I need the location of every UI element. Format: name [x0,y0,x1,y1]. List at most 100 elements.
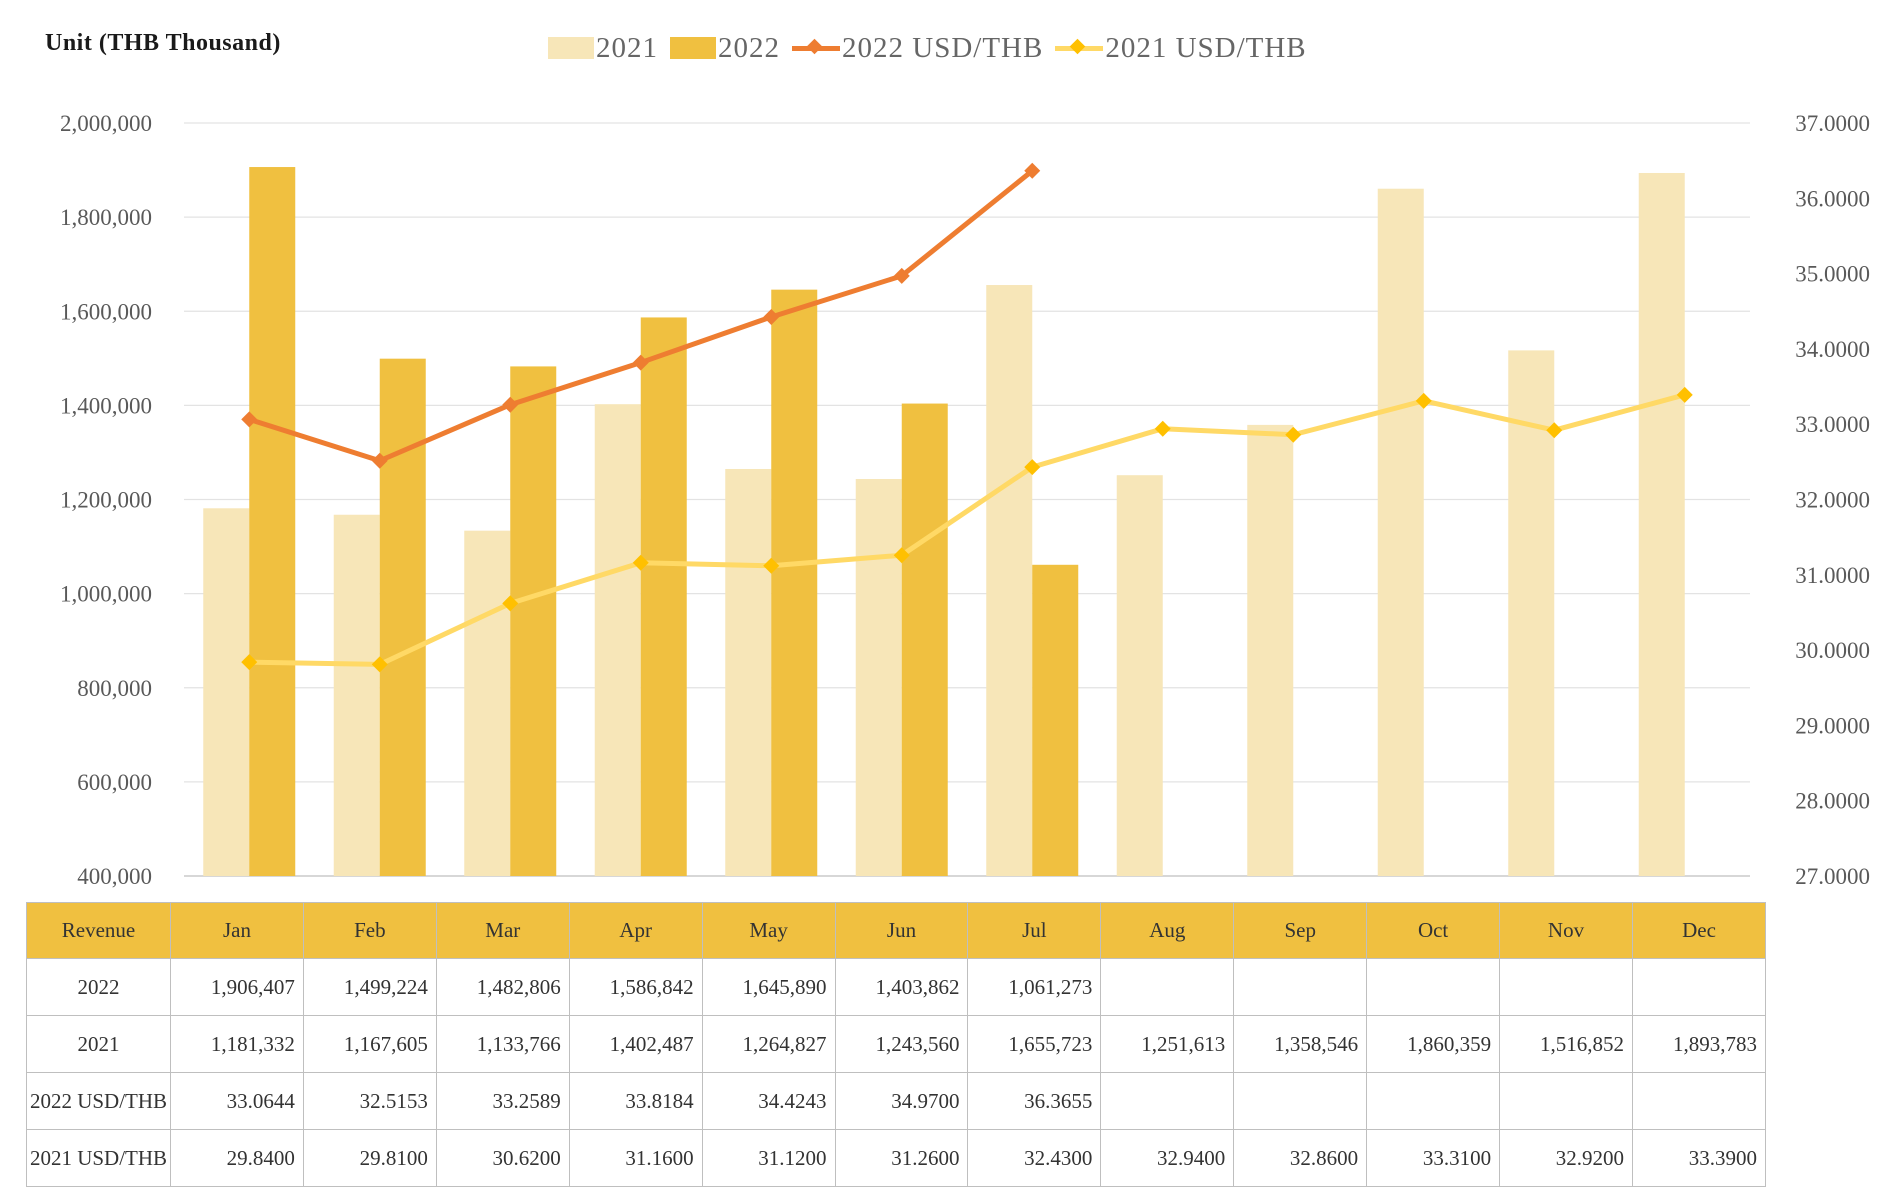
table-cell: 33.3100 [1366,1129,1501,1187]
table-cell: 1,645,890 [701,958,836,1016]
y-right-tick-label: 37.0000 [1795,111,1870,136]
bar-2021 [1247,424,1294,876]
point-2021-usd-thb [1154,420,1171,437]
revenue-chart: 400,000 600,000 800,000 1,000,000 1,200,000 1… [60,111,1870,889]
table-cell: 31.1600 [568,1129,703,1187]
point-2021-usd-thb [371,656,388,673]
table-cell [1233,958,1368,1016]
y-right-tick-label: 35.0000 [1795,262,1870,287]
point-2022-usd-thb [1024,162,1041,179]
bar-2022 [640,317,687,876]
bar-2022 [901,403,948,876]
point-2021-usd-thb [1415,392,1432,409]
table-cell: 33.2589 [435,1072,570,1130]
bar-2021 [855,478,902,876]
table-cell [1366,958,1501,1016]
legend-item-2022-usd-thb: 2022 USD/THB [792,32,1043,65]
y-right-tick-label: 27.0000 [1795,864,1870,889]
y-left-tick-label: 600,000 [77,770,152,795]
table-header-month: Feb [302,902,437,959]
table-cell [1631,1072,1767,1130]
bar-2021 [1638,172,1685,876]
y-left-tick-label: 1,200,000 [60,488,152,513]
y-right-tick-label: 31.0000 [1795,563,1870,588]
legend-swatch-2022 [670,37,716,59]
table-cell: 31.1200 [701,1129,836,1187]
table-cell [1499,958,1633,1016]
table-cell: 1,402,487 [568,1015,703,1073]
table-cell: 33.0644 [170,1072,304,1130]
table-cell: 31.2600 [834,1129,969,1187]
table-cell: 1,516,852 [1499,1015,1633,1073]
bar-2021 [725,468,772,876]
bar-2022 [249,167,296,876]
table-header-month: Nov [1499,902,1633,959]
table-cell: 32.5153 [302,1072,437,1130]
table-header-month: Dec [1631,902,1767,959]
bar-2022 [1032,564,1079,876]
table-cell [1100,1072,1235,1130]
table-cell: 36.3655 [967,1072,1102,1130]
point-2022-usd-thb [893,267,910,284]
y-left-tick-label: 1,800,000 [60,205,152,230]
table-header-month: Aug [1100,902,1235,959]
legend-label-2021: 2021 [596,31,658,64]
table-cell: 32.8600 [1233,1129,1368,1187]
table-header-month: Oct [1366,902,1501,959]
y-left-tick-label: 400,000 [77,864,152,889]
table-cell: 1,251,613 [1100,1015,1235,1073]
table-cell: 1,264,827 [701,1015,836,1073]
table-header-month: Jun [834,902,969,959]
table-row: 2022 1,906,407 1,499,224 1,482,806 1,586,842… [26,958,1767,1016]
table-cell: 29.8400 [170,1129,304,1187]
table-cell: 1,860,359 [1366,1015,1501,1073]
bar-2021 [1116,475,1163,876]
y-right-tick-label: 29.0000 [1795,713,1870,738]
table-header-month: Jul [967,902,1102,959]
table-cell: 1,906,407 [170,958,304,1016]
point-2021-usd-thb [1024,459,1041,476]
point-2021-usd-thb [1546,422,1563,439]
legend-swatch-2021 [548,37,594,59]
legend-label-2022: 2022 [718,31,780,64]
bar-2021 [203,508,250,876]
y-right-tick-label: 32.0000 [1795,488,1870,513]
table-row: 2022 USD/THB 33.0644 32.5153 33.2589 33.8184… [26,1072,1767,1130]
point-2022-usd-thb [371,452,388,469]
bar-2022 [510,366,557,876]
table-cell: 33.3900 [1631,1129,1767,1187]
y-right-tick-label: 33.0000 [1795,412,1870,437]
table-cell: 1,893,783 [1631,1015,1767,1073]
table-row-label: 2021 [26,1015,171,1073]
legend-item-2021: 2021 [548,32,658,65]
table-cell: 1,061,273 [967,958,1102,1016]
point-2021-usd-thb [1285,426,1302,443]
bar-2021 [594,404,641,876]
legend-label-2021-usd-thb: 2021 USD/THB [1105,31,1307,64]
table-row-label: 2022 [26,958,171,1016]
point-2021-usd-thb [632,554,649,571]
table-cell: 1,358,546 [1233,1015,1368,1073]
y-left-tick-label: 1,000,000 [60,582,152,607]
table-cell: 32.9400 [1100,1129,1235,1187]
point-2022-usd-thb [632,354,649,371]
table-header-row: Revenue Jan Feb Mar Apr May Jun Jul Aug Sep Oct Nov… [26,902,1767,959]
line-2021-usd-thb [246,392,1688,667]
legend-marker-2022-usd-thb [792,37,840,59]
y-left-tick-label: 1,400,000 [60,393,152,418]
table-cell: 30.6200 [435,1129,570,1187]
table-cell: 1,133,766 [435,1015,570,1073]
chart-legend: 2021 2022 2022 USD/THB 2021 USD/THB [548,28,1319,68]
table-row: 2021 USD/THB 29.8400 29.8100 30.6200 31.1600… [26,1129,1767,1187]
point-2021-usd-thb [893,547,910,564]
table-header-month: Sep [1233,902,1368,959]
point-2021-usd-thb [763,557,780,574]
point-2021-usd-thb [241,654,258,671]
table-cell: 1,403,862 [834,958,969,1016]
point-2022-usd-thb [502,396,519,413]
bar-2021 [1508,350,1555,876]
y-left-tick-label: 800,000 [77,676,152,701]
legend-label-2022-usd-thb: 2022 USD/THB [842,31,1044,64]
bar-2021 [333,514,380,876]
table-header-month: May [701,902,836,959]
